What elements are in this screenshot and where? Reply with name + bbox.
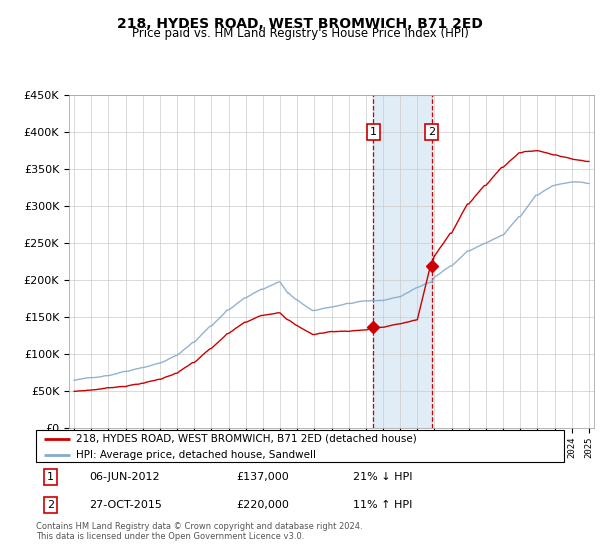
Text: 21% ↓ HPI: 21% ↓ HPI: [353, 472, 412, 482]
Text: HPI: Average price, detached house, Sandwell: HPI: Average price, detached house, Sand…: [76, 450, 316, 460]
Text: £220,000: £220,000: [236, 500, 290, 510]
Text: 2: 2: [47, 500, 55, 510]
Text: 218, HYDES ROAD, WEST BROMWICH, B71 2ED: 218, HYDES ROAD, WEST BROMWICH, B71 2ED: [117, 17, 483, 31]
Text: Price paid vs. HM Land Registry's House Price Index (HPI): Price paid vs. HM Land Registry's House …: [131, 27, 469, 40]
Bar: [373, 95, 431, 428]
Text: 1: 1: [370, 127, 377, 137]
Text: 27-OCT-2015: 27-OCT-2015: [89, 500, 161, 510]
Text: 06-JUN-2012: 06-JUN-2012: [89, 472, 160, 482]
Text: 218, HYDES ROAD, WEST BROMWICH, B71 2ED (detached house): 218, HYDES ROAD, WEST BROMWICH, B71 2ED …: [76, 433, 416, 444]
Text: £137,000: £137,000: [236, 472, 289, 482]
Text: 11% ↑ HPI: 11% ↑ HPI: [353, 500, 412, 510]
Text: 1: 1: [47, 472, 54, 482]
FancyBboxPatch shape: [36, 430, 564, 462]
Text: 2: 2: [428, 127, 435, 137]
Text: Contains HM Land Registry data © Crown copyright and database right 2024.
This d: Contains HM Land Registry data © Crown c…: [36, 522, 362, 542]
